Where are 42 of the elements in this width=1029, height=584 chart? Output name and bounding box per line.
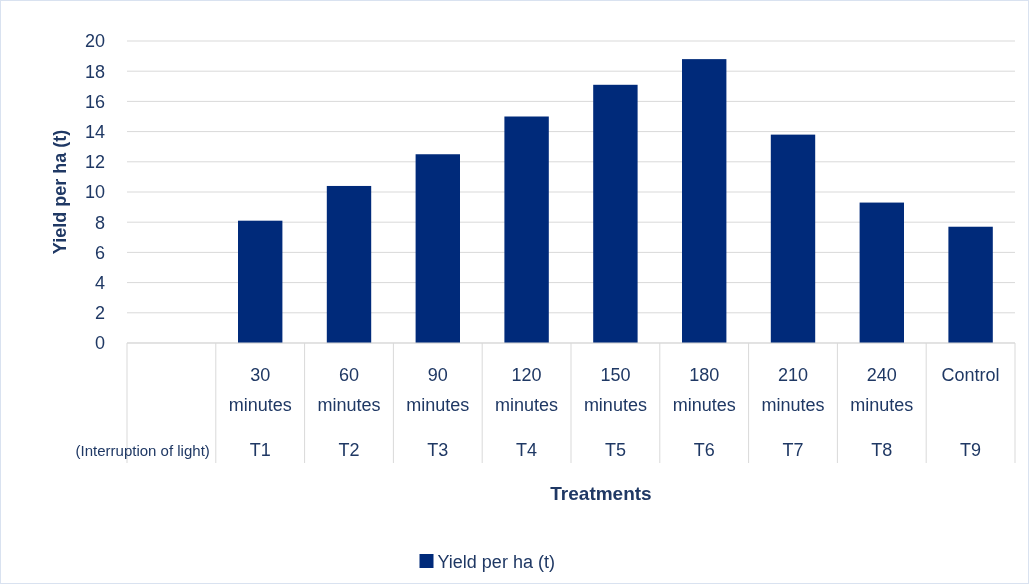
y-tick-label: 18: [84, 61, 105, 82]
y-tick-label: 8: [94, 212, 105, 233]
y-axis-title: Yield per ha (t): [50, 129, 70, 255]
y-tick-label: 4: [94, 272, 105, 293]
x-tick-label: 90 minutes: [406, 365, 470, 415]
bar: [326, 185, 372, 343]
x-tick-label: 210 minutes: [761, 365, 825, 415]
bar: [415, 154, 460, 343]
bar: [682, 59, 727, 343]
text: T2: [338, 440, 360, 460]
y-tick-label: 2: [94, 303, 105, 324]
text: T7: [782, 440, 804, 460]
text: T5: [604, 440, 626, 460]
y-tick-label: 6: [94, 242, 105, 263]
y-tick-label: 14: [84, 121, 105, 142]
text: (Interruption of light): [75, 442, 210, 459]
x-tick-label: 240 minutes: [850, 365, 914, 415]
y-tick-label: 12: [84, 152, 105, 173]
text: T6: [693, 440, 715, 460]
legend-label: Yield per ha (t): [437, 552, 555, 573]
bar: [593, 84, 638, 343]
y-tick-label: 0: [94, 333, 105, 354]
bar: [859, 202, 904, 343]
text: T3: [427, 440, 449, 460]
text: T9: [960, 440, 982, 460]
bar: [238, 220, 283, 343]
x-tick-label: Control: [941, 365, 1000, 385]
bar: [948, 226, 993, 343]
bar: [504, 116, 549, 343]
x-axis-title: Treatments: [550, 483, 652, 504]
text: T1: [249, 440, 271, 460]
text: T4: [516, 440, 538, 460]
bar: [770, 134, 816, 343]
x-tick-label: 120 minutes: [495, 365, 559, 415]
x-tick-label: 150 minutes: [583, 365, 647, 415]
x-tick-label: 60 minutes: [317, 365, 381, 415]
y-tick-label: 20: [84, 31, 105, 52]
x-tick-label: 180 minutes: [672, 365, 736, 415]
y-tick-label: 10: [84, 182, 105, 203]
y-tick-label: 16: [84, 91, 105, 112]
text: T8: [871, 440, 893, 460]
x-tick-label: 30 minutes: [228, 365, 292, 415]
